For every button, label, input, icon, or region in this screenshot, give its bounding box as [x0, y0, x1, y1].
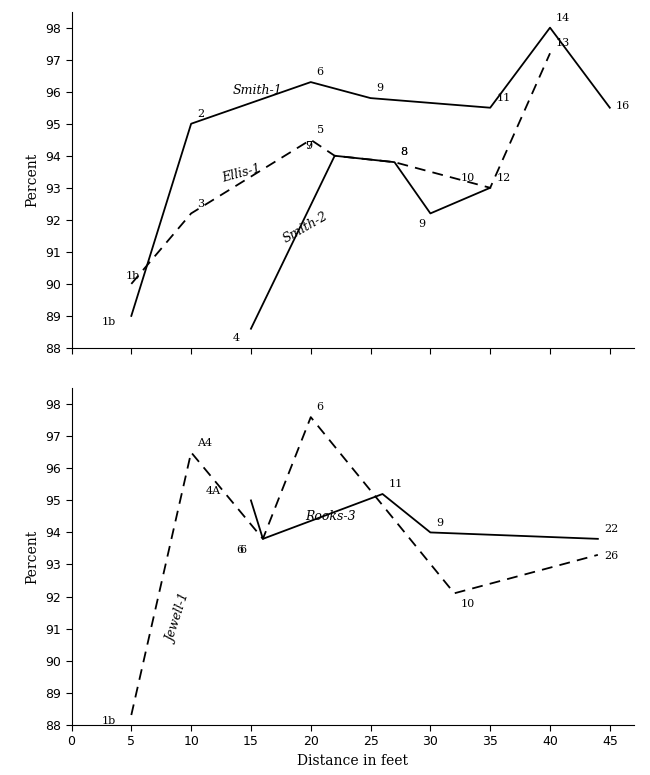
Text: 3: 3 [197, 198, 204, 208]
Text: 8: 8 [400, 147, 408, 157]
Text: 13: 13 [556, 39, 570, 49]
Text: 5: 5 [317, 125, 324, 135]
Text: 22: 22 [604, 524, 618, 534]
Text: 9: 9 [419, 219, 426, 229]
Y-axis label: Percent: Percent [25, 153, 40, 207]
Text: 10: 10 [460, 173, 474, 183]
Text: 6: 6 [317, 67, 324, 78]
Text: A4: A4 [197, 438, 213, 447]
X-axis label: Distance in feet: Distance in feet [297, 753, 408, 767]
Text: 14: 14 [556, 13, 570, 22]
Text: 9: 9 [305, 141, 312, 151]
Text: Smith-1: Smith-1 [233, 84, 283, 97]
Text: 7: 7 [305, 141, 312, 151]
Y-axis label: Percent: Percent [25, 529, 40, 584]
Text: 10: 10 [460, 599, 474, 609]
Text: 11: 11 [389, 479, 403, 489]
Text: 11: 11 [496, 93, 510, 103]
Text: 4A: 4A [205, 486, 220, 495]
Text: 2: 2 [197, 109, 204, 119]
Text: 9: 9 [376, 83, 384, 93]
Text: 1b: 1b [101, 317, 116, 327]
Text: 26: 26 [604, 551, 618, 561]
Text: 8: 8 [400, 147, 408, 157]
Text: 1b: 1b [125, 270, 140, 281]
Text: Ellis-1: Ellis-1 [221, 162, 263, 184]
Text: 4: 4 [233, 333, 240, 343]
Text: 16: 16 [616, 101, 630, 111]
Text: Rooks-3: Rooks-3 [305, 510, 356, 523]
Text: 6: 6 [239, 545, 246, 555]
Text: 6: 6 [317, 402, 324, 412]
Text: 12: 12 [496, 173, 510, 183]
Text: 1b: 1b [101, 716, 116, 726]
Text: 6: 6 [237, 545, 244, 555]
Text: Smith-2: Smith-2 [281, 209, 330, 246]
Text: 9: 9 [436, 518, 443, 528]
Text: Jewell-1: Jewell-1 [165, 592, 193, 645]
